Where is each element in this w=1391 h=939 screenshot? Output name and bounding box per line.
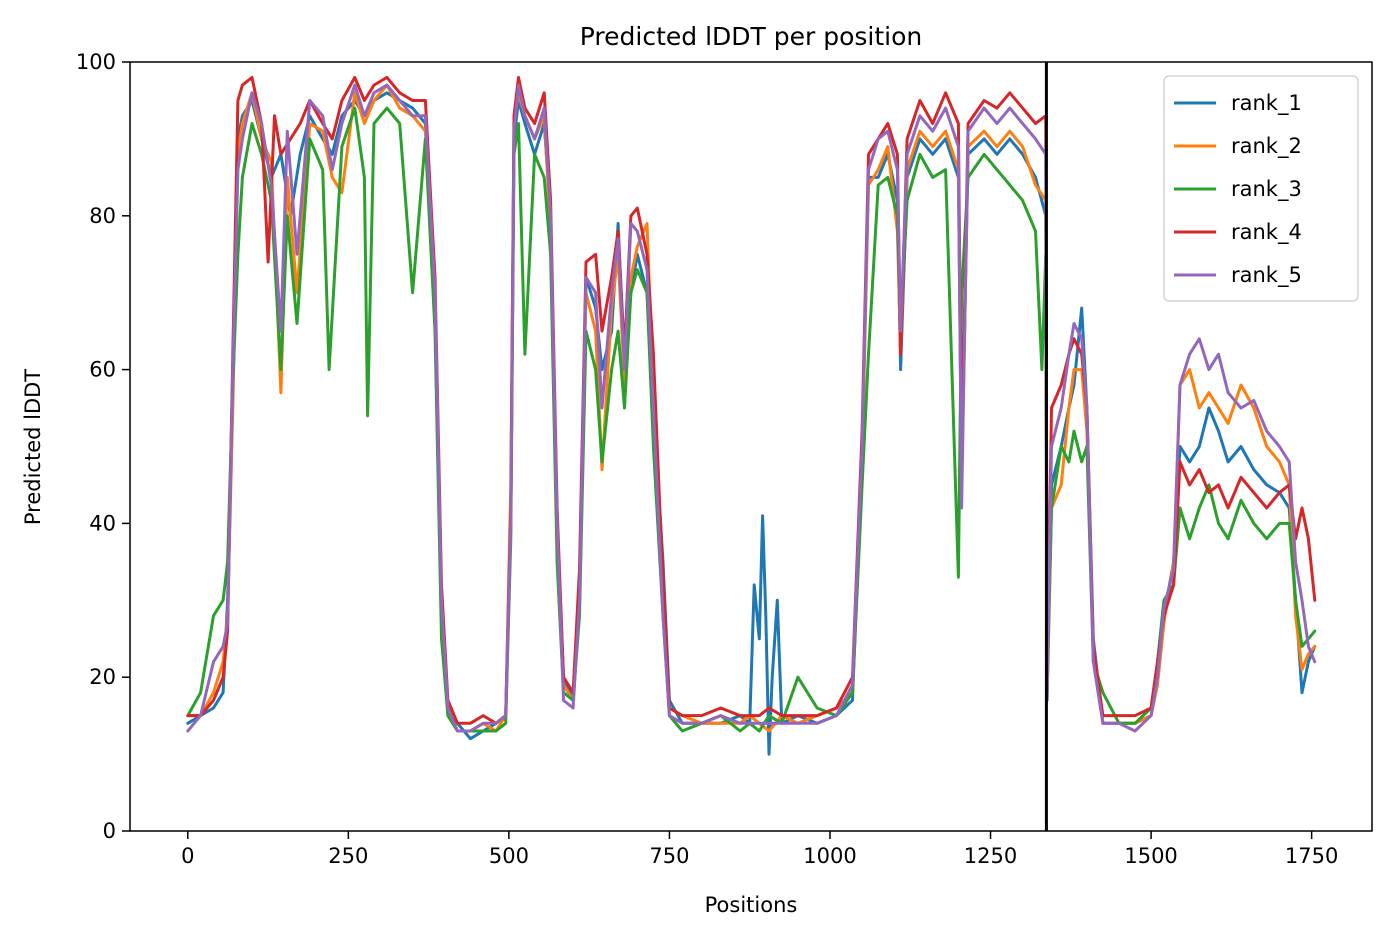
legend-label: rank_1 <box>1231 91 1302 116</box>
x-tick-label: 250 <box>328 844 368 868</box>
y-tick-label: 0 <box>103 819 116 843</box>
legend: rank_1 rank_2 rank_3 rank_4 rank_5 <box>1163 75 1359 302</box>
legend-label: rank_2 <box>1231 134 1302 159</box>
y-tick-label: 60 <box>89 358 116 382</box>
y-axis-label: Predicted lDDT <box>21 369 45 525</box>
plot-series-group <box>186 62 1317 831</box>
y-tick-label: 40 <box>89 511 116 535</box>
y-tick-label: 80 <box>89 204 116 228</box>
plot-area-frame <box>129 61 1373 832</box>
x-axis-ticks: 0 250 500 750 1000 1250 1500 1750 <box>181 831 1338 868</box>
y-axis-ticks: 0 20 40 60 80 100 <box>76 50 130 843</box>
series-line-rank-1 <box>186 91 1317 756</box>
x-tick-label: 1500 <box>1124 844 1177 868</box>
legend-label: rank_3 <box>1231 177 1302 202</box>
series-line-rank-4 <box>186 75 1317 725</box>
y-tick-label: 100 <box>76 50 116 74</box>
chart-title: Predicted lDDT per position <box>580 22 922 51</box>
x-tick-label: 1250 <box>964 844 1017 868</box>
legend-label: rank_5 <box>1231 263 1302 288</box>
legend-box <box>1163 75 1359 302</box>
x-tick-label: 500 <box>489 844 529 868</box>
legend-label: rank_4 <box>1231 220 1302 245</box>
x-tick-label: 750 <box>649 844 689 868</box>
x-tick-label: 1750 <box>1285 844 1338 868</box>
x-tick-label: 1000 <box>803 844 856 868</box>
series-line-rank-5 <box>186 83 1317 733</box>
x-axis-label: Positions <box>705 893 798 917</box>
y-tick-label: 20 <box>89 665 116 689</box>
x-tick-label: 0 <box>181 844 194 868</box>
